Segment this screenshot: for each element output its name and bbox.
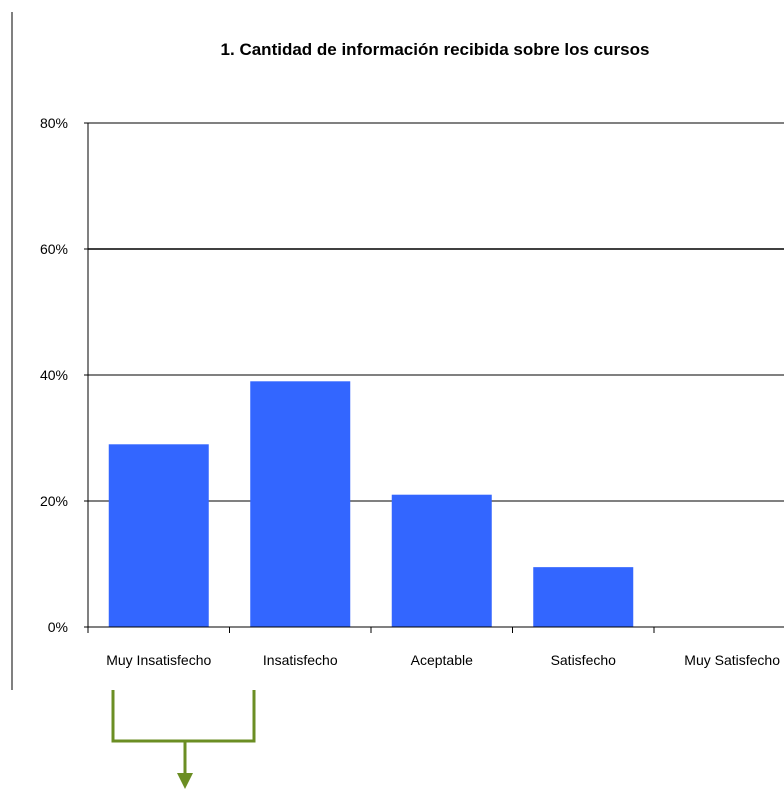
x-axis-ticks: Muy Insatisfecho Insatisfecho Aceptable Sat…	[87, 627, 780, 668]
bar-muy-insatisfecho	[108, 444, 209, 627]
bar-satisfecho	[533, 567, 634, 627]
bracket-line	[111, 690, 256, 743]
y-tick-label: 20%	[40, 493, 68, 509]
x-tick-label: Aceptable	[411, 652, 473, 668]
y-axis-ticks: 0% 20% 40% 60% 80%	[40, 115, 88, 635]
bracket-annotation	[111, 690, 256, 789]
y-tick-label: 0%	[48, 619, 68, 635]
chart-title: 1. Cantidad de información recibida sobr…	[221, 40, 650, 59]
bars	[108, 381, 634, 627]
bar-insatisfecho	[250, 381, 351, 627]
x-tick-label: Satisfecho	[551, 652, 617, 668]
x-tick-label: Muy Satisfecho	[684, 652, 780, 668]
axes	[87, 123, 784, 628]
bar-aceptable	[391, 494, 492, 627]
x-tick-label: Muy Insatisfecho	[106, 652, 211, 668]
y-tick-label: 40%	[40, 367, 68, 383]
x-tick-label: Insatisfecho	[263, 652, 338, 668]
y-tick-label: 60%	[40, 241, 68, 257]
arrow-down-icon	[177, 773, 193, 789]
y-tick-label: 80%	[40, 115, 68, 131]
